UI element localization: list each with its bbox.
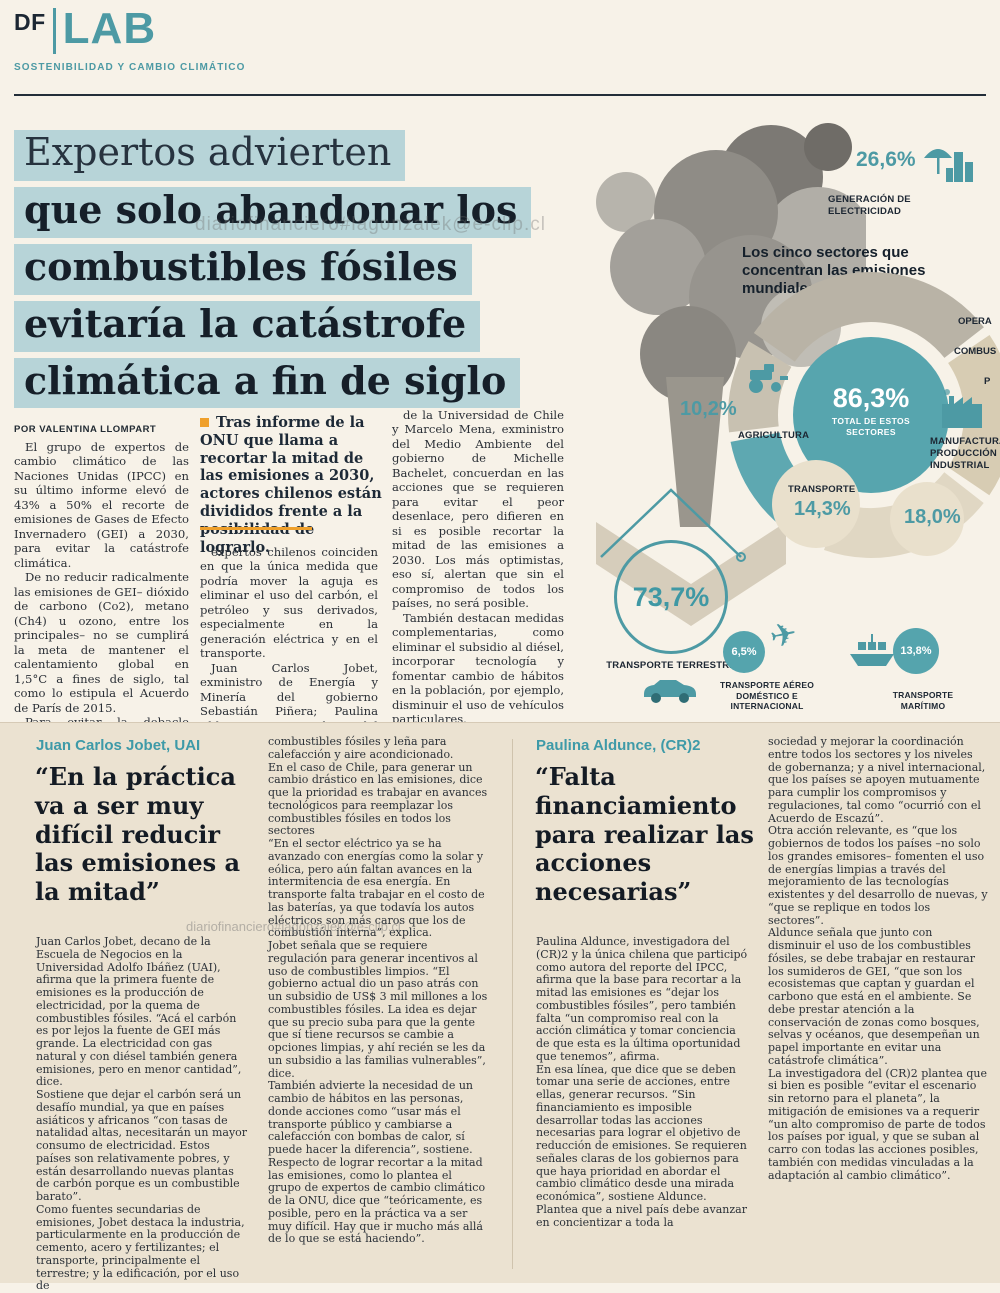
header-rule	[14, 94, 986, 96]
sea-transport-percentage: 13,8%	[900, 645, 932, 657]
interview-paragraph: Juan Carlos Jobet, decano de la Escuela …	[36, 935, 242, 1089]
total-label: TOTAL DE ESTOS SECTORES	[831, 416, 911, 438]
interview-paragraph: Paulina Aldunce, investigadora del (CR)2…	[536, 935, 748, 1063]
land-transport-label: TRANSPORTE TERRESTRE	[606, 660, 736, 671]
brand-logo: DF LAB SOSTENIBILIDAD Y CAMBIO CLIMÁTICO	[14, 4, 246, 73]
interviews-panel: Juan Carlos Jobet, UAI “En la práctica v…	[0, 722, 1000, 1292]
ship-icon	[850, 634, 894, 666]
headline-line: climática a fin de siglo	[14, 357, 521, 409]
lead-text: Tras informe de la ONU que llama a recor…	[200, 414, 382, 556]
interview-paragraph: Respecto de lograr recortar a la mitad l…	[268, 1155, 486, 1246]
pointer-line	[600, 488, 746, 562]
truncated-sector-label: COMBUS	[954, 346, 997, 357]
air-transport-circle: 6,5%	[723, 631, 765, 673]
sea-transport-label: TRANSPORTE MARÍTIMO	[892, 690, 954, 711]
headline-block: Expertos advierten que solo abandonar lo…	[14, 130, 559, 414]
manufacturing-percentage: 18,0%	[904, 506, 961, 528]
factory-icon	[942, 389, 982, 428]
interview-paragraph: En el caso de Chile, para generar un cam…	[268, 760, 488, 838]
article-column-1: El grupo de expertos de cambio climático…	[14, 440, 189, 744]
lead-rule	[200, 527, 312, 530]
article-paragraph: De no reducir radicalmente las emisiones…	[14, 570, 189, 715]
panel-divider	[512, 739, 513, 1269]
air-transport-label: TRANSPORTE AÉREO DOMÉSTICO E INTERNACION…	[719, 680, 815, 712]
interview-paragraph: Otra acción relevante, es “que los gobie…	[768, 824, 988, 927]
land-transport-percentage: 73,7%	[632, 581, 710, 612]
car-icon	[644, 680, 696, 703]
headline-line: que solo abandonar los	[14, 186, 532, 238]
article-paragraph: expertos chilenos coinciden en que la ún…	[200, 545, 378, 661]
agriculture-icon	[749, 364, 788, 393]
article-column-3: de la Universidad de Chile y Marcelo Men…	[392, 408, 564, 727]
electricity-icon	[924, 149, 973, 182]
article-paragraph: También destacan medidas complementarias…	[392, 610, 564, 727]
aldunce-column-1: Paulina Aldunce, investigadora del (CR)2…	[536, 935, 748, 1229]
headline-line: evitaría la catástrofe	[14, 300, 481, 352]
article-paragraph: El grupo de expertos de cambio climático…	[14, 440, 189, 570]
aldunce-column-2: sociedad y mejorar la coordinación entre…	[768, 735, 988, 1182]
interview-paragraph: Jobet señala que se requiere regulación …	[268, 939, 488, 1080]
brand-lab: LAB	[62, 4, 157, 53]
interview-paragraph: combustibles fósiles y leña para calefac…	[268, 735, 454, 761]
land-transport-circle: 73,7%	[614, 540, 728, 654]
interview-name-aldunce: Paulina Aldunce, (CR)2	[536, 737, 701, 754]
brand-tagline: SOSTENIBILIDAD Y CAMBIO CLIMÁTICO	[14, 62, 246, 73]
electricity-percentage: 26,6%	[856, 148, 916, 171]
interview-paragraph: sociedad y mejorar la coordinación entre…	[768, 735, 986, 825]
transport-percentage: 14,3%	[794, 498, 851, 520]
brand-divider	[52, 8, 56, 54]
emissions-infographic: 26,6% GENERACIÓN DE ELECTRICIDAD Los cin…	[556, 92, 1000, 722]
air-transport-percentage: 6,5%	[731, 646, 757, 658]
byline: POR VALENTINA LLOMPART	[14, 424, 157, 435]
transport-label: TRANSPORTE	[788, 484, 856, 495]
interview-name-jobet: Juan Carlos Jobet, UAI	[36, 737, 201, 754]
donut-center: 86,3% TOTAL DE ESTOS SECTORES	[796, 384, 946, 438]
interview-paragraph: La investigadora del (CR)2 plantea que s…	[768, 1066, 988, 1182]
brand-df: DF	[14, 9, 46, 35]
interview-paragraph: También advierte la necesidad de un camb…	[268, 1079, 474, 1156]
truncated-sector-label: OPERA	[958, 316, 992, 327]
article-column-2: expertos chilenos coinciden en que la ún…	[200, 545, 378, 748]
truncated-sector-label: P	[984, 376, 991, 387]
interview-paragraph: Aldunce señala que junto con disminuir e…	[768, 926, 980, 1067]
interview-paragraph: Sostiene que dejar el carbón será un des…	[36, 1088, 248, 1203]
interview-quote-jobet: “En la práctica va a ser muy difícil red…	[35, 762, 241, 907]
jobet-column-1: Juan Carlos Jobet, decano de la Escuela …	[36, 935, 248, 1293]
electricity-label: GENERACIÓN DE ELECTRICIDAD	[828, 194, 911, 217]
agriculture-label: AGRICULTURA	[738, 430, 810, 441]
transport-label-circle	[772, 460, 860, 548]
sea-transport-circle: 13,8%	[893, 628, 939, 674]
manufacturing-label-circle	[890, 482, 964, 556]
jobet-column-2: combustibles fósiles y leña para calefac…	[268, 735, 488, 1246]
interview-quote-aldunce: “Falta financiamiento para realizar las …	[535, 762, 754, 907]
manufacturing-label: MANUFACTURA PRODUCCIÓN INDUSTRIAL	[930, 436, 1000, 471]
interview-paragraph: “En el sector eléctrico ya se ha avanzad…	[268, 837, 485, 940]
lead-marker	[200, 418, 209, 427]
total-percentage: 86,3%	[832, 383, 910, 413]
lead-block: Tras informe de la ONU que llama a recor…	[200, 414, 386, 557]
headline-kicker: Expertos advierten	[14, 130, 406, 181]
interview-paragraph: En esa línea, que dice que se deben toma…	[536, 1062, 747, 1229]
article-paragraph: de la Universidad de Chile y Marcelo Men…	[392, 408, 564, 611]
interview-paragraph: Como fuentes secundarias de emisiones, J…	[36, 1202, 245, 1293]
headline-line: combustibles fósiles	[14, 243, 472, 295]
agriculture-percentage: 10,2%	[680, 398, 737, 420]
